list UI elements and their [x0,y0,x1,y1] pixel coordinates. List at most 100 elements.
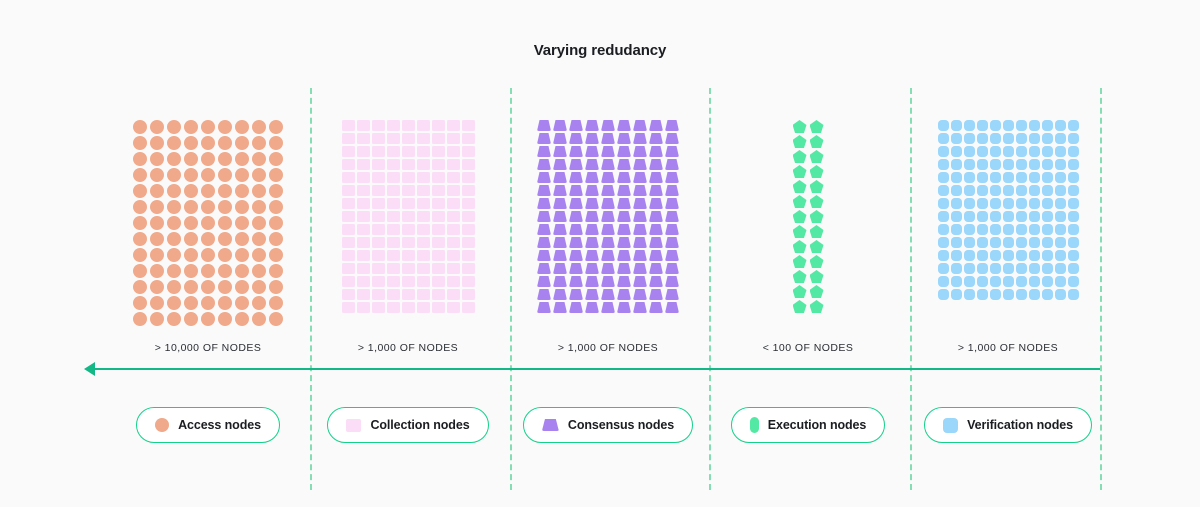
node-verification [1028,120,1040,131]
node-consensus [601,172,615,183]
node-consensus [665,289,679,300]
node-consensus [665,120,679,131]
node-collection [461,120,475,131]
node-verification [963,250,975,261]
node-collection [431,224,445,235]
column-divider [1100,88,1102,490]
node-verification [976,159,988,170]
node-access [184,216,198,230]
node-consensus [553,302,567,313]
node-access [235,296,249,310]
node-consensus [617,302,631,313]
node-collection [416,250,430,261]
node-verification [976,146,988,157]
node-execution [809,180,824,193]
node-verification [1067,133,1079,144]
node-consensus [569,250,583,261]
node-grid-access [133,120,283,326]
node-verification [1015,250,1027,261]
legend-pill-access[interactable]: Access nodes [136,407,280,443]
node-consensus [649,289,663,300]
node-verification [1002,263,1014,274]
legend-pill-collection[interactable]: Collection nodes [327,407,489,443]
node-verification [950,263,962,274]
node-collection [371,172,385,183]
node-collection [386,224,400,235]
node-consensus [537,185,551,196]
node-access [269,280,283,294]
node-verification [937,289,949,300]
node-access [167,232,181,246]
node-consensus [617,263,631,274]
node-collection [461,237,475,248]
node-verification [1041,133,1053,144]
node-consensus [617,224,631,235]
node-consensus [585,185,599,196]
node-verification [1015,276,1027,287]
node-consensus [649,185,663,196]
node-verification [1054,276,1066,287]
legend-pill-consensus[interactable]: Consensus nodes [522,407,694,443]
node-consensus [537,172,551,183]
node-verification [1041,276,1053,287]
node-access [252,136,266,150]
node-consensus [601,276,615,287]
node-consensus [553,133,567,144]
node-execution [809,270,824,283]
node-consensus [585,146,599,157]
node-collection [356,250,370,261]
node-verification [950,185,962,196]
node-collection [461,276,475,287]
node-verification [1028,250,1040,261]
column-divider [310,88,312,490]
node-access [133,120,147,134]
node-access [269,184,283,198]
node-consensus [649,302,663,313]
node-verification [937,237,949,248]
node-verification [989,172,1001,183]
node-verification [1054,172,1066,183]
node-verification [1028,172,1040,183]
node-consensus [553,159,567,170]
node-verification [950,159,962,170]
node-access [150,216,164,230]
node-consensus [537,276,551,287]
node-collection [341,263,355,274]
node-consensus [601,185,615,196]
legend-pill-execution[interactable]: Execution nodes [730,407,886,443]
node-verification [1041,263,1053,274]
node-verification [1028,159,1040,170]
node-consensus [537,263,551,274]
node-execution [809,225,824,238]
node-access [218,232,232,246]
node-access [235,232,249,246]
node-verification [976,211,988,222]
node-verification [950,172,962,183]
node-execution [792,285,807,298]
node-collection [356,146,370,157]
node-grid-wrap-consensus [508,120,708,338]
legend-pill-verification[interactable]: Verification nodes [924,407,1092,443]
node-verification [1002,250,1014,261]
node-verification [1015,120,1027,131]
node-access [184,200,198,214]
node-access [252,232,266,246]
node-collection [431,146,445,157]
node-consensus [569,263,583,274]
node-grid-collection [341,120,475,313]
node-column-execution: < 100 OF NODES [708,120,908,354]
node-verification [1067,120,1079,131]
node-collection [416,237,430,248]
node-verification [1067,237,1079,248]
node-consensus [633,302,647,313]
node-access [201,264,215,278]
node-consensus [569,172,583,183]
node-access [235,184,249,198]
node-column-verification: > 1,000 OF NODES [908,120,1108,354]
node-access [235,216,249,230]
node-collection [356,133,370,144]
node-verification [1054,198,1066,209]
node-consensus [649,133,663,144]
node-verification [950,237,962,248]
node-verification [1041,146,1053,157]
